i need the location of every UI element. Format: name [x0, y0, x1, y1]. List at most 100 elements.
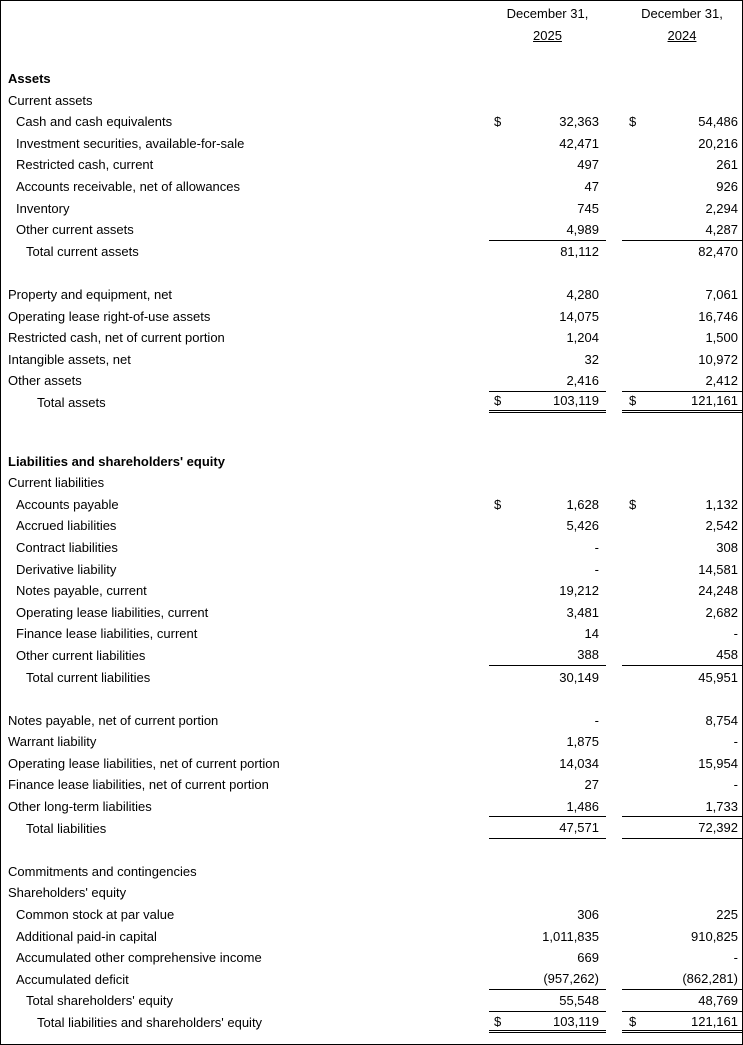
value-text-2024: - [733, 734, 738, 750]
value-cell-2024: 24,248 [622, 580, 742, 602]
column-gap [606, 472, 622, 494]
column-header-2024-date: December 31, [641, 6, 723, 22]
value-cell-2024: 10,972 [622, 349, 742, 371]
column-gap [606, 370, 622, 392]
value-text-2024: - [733, 777, 738, 793]
value-cell-2025: 81,112 [489, 241, 606, 263]
table-row: Restricted cash, current 497 261 [1, 154, 742, 176]
value-cell-2025 [489, 89, 606, 111]
value-text-2024: - [733, 950, 738, 966]
table-row: Notes payable, net of current portion - 8,… [1, 709, 742, 731]
row-label: Commitments and contingencies [8, 863, 197, 879]
row-label: Derivative liability [16, 561, 117, 577]
value-cell-2025: - [489, 558, 606, 580]
value-text-2024: 8,754 [705, 712, 738, 728]
value-text-2024: 82,470 [698, 243, 738, 259]
value-cell-2025: $103,119 [489, 392, 606, 414]
value-text-2025: 669 [577, 950, 599, 966]
column-gap [606, 68, 622, 90]
value-cell-2024: 4,287 [622, 219, 742, 241]
value-cell-2025: $1,628 [489, 493, 606, 515]
row-label: Total assets [37, 394, 106, 410]
table-row: Restricted cash, net of current portion 1… [1, 327, 742, 349]
value-text-2024: 10,972 [698, 351, 738, 367]
value-text-2024: 4,287 [705, 221, 738, 237]
row-label: Investment securities, available-for-sal… [16, 135, 245, 151]
table-row: Accounts payable $1,628 $1,132 [1, 493, 742, 515]
table-row: Operating lease liabilities, current 3,48… [1, 601, 742, 623]
value-cell-2025: 32 [489, 349, 606, 371]
row-label: Notes payable, net of current portion [8, 712, 219, 728]
value-text-2024: 261 [716, 157, 738, 173]
value-text-2024: 15,954 [698, 755, 738, 771]
table-row: Derivative liability - 14,581 [1, 558, 742, 580]
table-row: Accounts receivable, net of allowances 47… [1, 176, 742, 198]
value-cell-2025: 14,034 [489, 753, 606, 775]
column-gap [606, 515, 622, 537]
value-cell-2025: 55,548 [489, 990, 606, 1012]
table-row: Assets [1, 68, 742, 90]
value-text-2025: 3,481 [566, 604, 599, 620]
value-cell-2025: 669 [489, 947, 606, 969]
column-gap [606, 493, 622, 515]
value-cell-2024: 308 [622, 537, 742, 559]
value-text-2025: 47,571 [559, 820, 599, 836]
value-text-2025: 32 [584, 351, 599, 367]
value-cell-2025: 5,426 [489, 515, 606, 537]
value-cell-2024: 2,412 [622, 370, 742, 392]
column-gap [606, 947, 622, 969]
table-row: Cash and cash equivalents $32,363 $54,486 [1, 111, 742, 133]
column-gap [606, 392, 622, 414]
value-text-2024: - [733, 626, 738, 642]
value-text-2025: - [594, 539, 599, 555]
table-row: Total current assets 81,112 82,470 [1, 241, 742, 263]
table-row: Current assets [1, 89, 742, 111]
value-text-2025: 5,426 [566, 518, 599, 534]
dollar-sign: $ [494, 393, 502, 409]
value-text-2024: 458 [716, 647, 738, 663]
value-text-2024: 1,733 [705, 798, 738, 814]
value-text-2024: 910,825 [691, 928, 738, 944]
value-cell-2024: - [622, 774, 742, 796]
value-cell-2024: 225 [622, 904, 742, 926]
spacer-row [1, 688, 742, 710]
value-text-2025: 30,149 [559, 669, 599, 685]
dollar-sign: $ [629, 496, 637, 512]
value-text-2025: 32,363 [559, 114, 599, 130]
value-text-2025: 4,280 [566, 287, 599, 303]
value-text-2025: 42,471 [559, 135, 599, 151]
row-label: Common stock at par value [16, 907, 175, 923]
value-text-2025: 497 [577, 157, 599, 173]
column-gap [606, 111, 622, 133]
row-label: Additional paid-in capital [16, 928, 157, 944]
column-gap [606, 3, 622, 25]
column-gap [606, 537, 622, 559]
column-gap [606, 861, 622, 883]
value-text-2024: 48,769 [698, 992, 738, 1008]
value-cell-2024: $54,486 [622, 111, 742, 133]
row-label: Operating lease liabilities, current [16, 604, 209, 620]
row-label: Finance lease liabilities, net of curren… [8, 777, 269, 793]
value-cell-2024 [622, 882, 742, 904]
value-cell-2025: 4,989 [489, 219, 606, 241]
spacer-row [1, 46, 742, 68]
value-cell-2024: 7,061 [622, 284, 742, 306]
value-cell-2025 [489, 68, 606, 90]
value-cell-2024: 15,954 [622, 753, 742, 775]
value-cell-2025: 745 [489, 197, 606, 219]
value-text-2025: 55,548 [559, 992, 599, 1008]
value-cell-2024: - [622, 623, 742, 645]
row-label: Current assets [8, 92, 93, 108]
column-gap [606, 89, 622, 111]
value-cell-2025: - [489, 537, 606, 559]
value-text-2024: 20,216 [698, 135, 738, 151]
value-cell-2025: 388 [489, 645, 606, 667]
value-cell-2024: (862,281) [622, 969, 742, 991]
value-cell-2024: 16,746 [622, 305, 742, 327]
row-label: Operating lease liabilities, net of curr… [8, 755, 280, 771]
value-text-2024: 7,061 [705, 287, 738, 303]
table-row: Other current assets 4,989 4,287 [1, 219, 742, 241]
column-gap [606, 1012, 622, 1034]
table-row: Intangible assets, net 32 10,972 [1, 349, 742, 371]
